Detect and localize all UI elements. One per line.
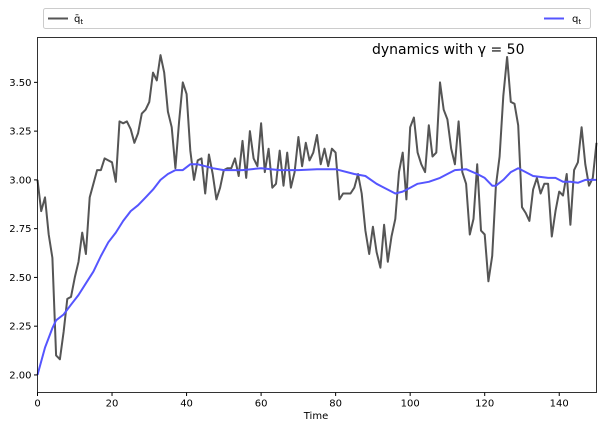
x-tick-label: 120 — [475, 399, 494, 410]
x-axis-label: Time — [303, 411, 328, 422]
x-tick-label: 140 — [550, 399, 569, 410]
y-tick-label: 3.25 — [9, 127, 31, 138]
y-tick-label: 2.25 — [9, 322, 31, 333]
chart-title: dynamics with γ = 50 — [372, 42, 524, 58]
x-tick-label: 60 — [255, 399, 268, 410]
y-tick-label: 2.75 — [9, 224, 31, 235]
series-line-qbar — [36, 54, 598, 361]
legend-label-q: qt — [572, 14, 581, 26]
x-tick-label: 0 — [34, 399, 40, 410]
legend-label-qbar: q̄t — [74, 14, 83, 26]
x-tick-label: 20 — [106, 399, 119, 410]
y-tick-label: 3.00 — [9, 175, 31, 186]
x-tick-label: 100 — [401, 399, 420, 410]
x-tick-label: 80 — [329, 399, 342, 410]
legend: q̄t qt — [43, 8, 591, 29]
y-tick-label: 3.50 — [9, 78, 31, 89]
series-line-q — [36, 163, 597, 376]
x-tick-label: 40 — [180, 399, 193, 410]
plot-frame — [37, 37, 597, 393]
y-tick-label: 2.00 — [9, 370, 31, 381]
y-tick-label: 2.50 — [9, 273, 31, 284]
